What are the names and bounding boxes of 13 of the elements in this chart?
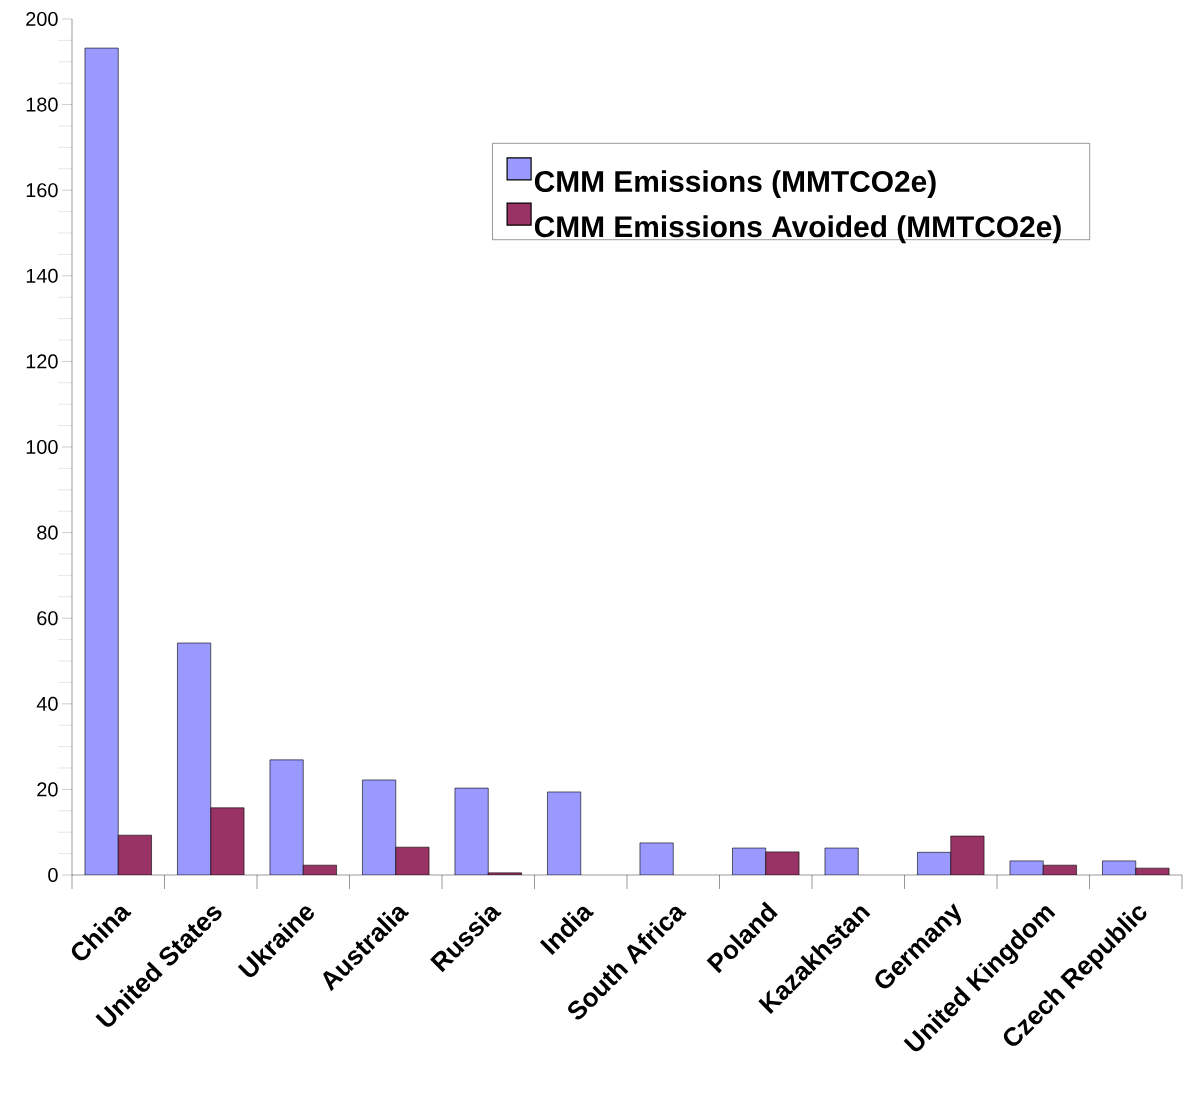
y-tick-label: 40 [36, 696, 58, 711]
legend-label: CMM Emissions (MMTCO2e) [534, 170, 936, 199]
y-tick-label: 80 [37, 525, 58, 540]
y-tick-label: 20 [37, 782, 58, 797]
y-tick-label: 140 [26, 268, 58, 283]
y-tick-label: 180 [26, 97, 58, 112]
y-tick-label: 60 [37, 611, 58, 626]
y-tick-label: 160 [26, 183, 58, 198]
y-tick-label: 100 [26, 439, 58, 455]
legend-label: CMM Emissions Avoided (MMTCO2e) [534, 215, 1061, 244]
y-tick-label: 200 [26, 11, 58, 27]
y-tick-label: 0 [48, 867, 58, 883]
y-tick-label: 120 [26, 354, 58, 369]
